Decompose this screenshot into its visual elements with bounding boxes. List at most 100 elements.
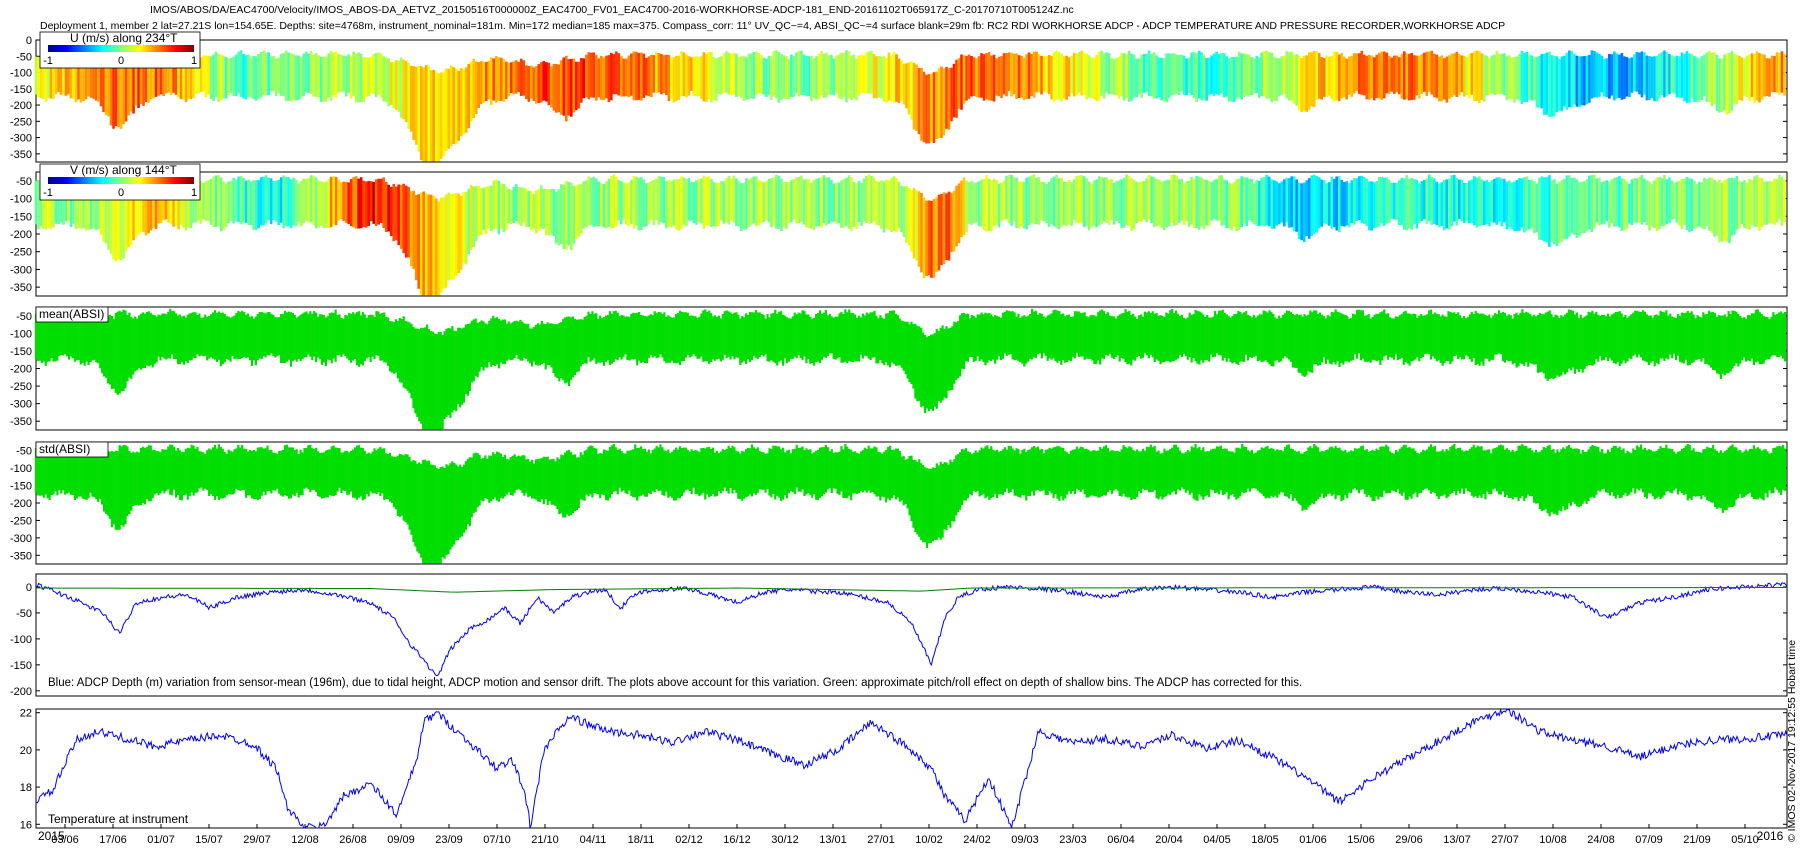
- panel-5: 0 -50 -100 -150 -200 Blue: ADCP Depth (m) var…: [10, 573, 1788, 698]
- y-tick-label: -50: [16, 51, 32, 63]
- x-tick-label: 21/09: [1683, 834, 1711, 846]
- year-end-label: 2016: [1757, 829, 1784, 843]
- file-path-title: IMOS/ABOS/DA/EAC4700/Velocity/IMOS_ABOS-…: [150, 4, 1074, 16]
- y-tick-label: -100: [10, 634, 32, 646]
- x-tick-label: 12/08: [291, 834, 319, 846]
- y-tick-label: -200: [10, 498, 32, 510]
- y-tick-label: -250: [10, 381, 32, 393]
- x-tick-label: 07/10: [483, 834, 511, 846]
- panel-title: mean(ABSI): [39, 307, 104, 321]
- y-tick-label: -150: [10, 84, 32, 96]
- colorbar-tick-label: 0: [118, 187, 124, 199]
- deployment-info: Deployment 1, member 2 lat=27.21S lon=15…: [40, 20, 1506, 32]
- colorbar-tick-label: 1: [191, 187, 197, 199]
- y-tick-label: 20: [20, 745, 32, 757]
- time-axis: 03/06 17/06 01/07 15/07 29/07 12/08 26/08 09/09…: [38, 824, 1784, 846]
- plot-frame: [35, 708, 1788, 829]
- x-tick-label: 23/03: [1059, 834, 1087, 846]
- x-tick-label: 05/10: [1731, 834, 1759, 846]
- y-tick-label: -200: [10, 364, 32, 376]
- depth-annotation: Blue: ADCP Depth (m) variation from sens…: [48, 677, 1302, 689]
- x-tick-label: 27/07: [1491, 834, 1519, 846]
- y-tick-label: -100: [10, 463, 32, 475]
- panel-4: -50 -100 -150 -200 -250 -300 -350 std(ABSI): [10, 441, 1788, 565]
- x-tick-label: 24/08: [1587, 834, 1615, 846]
- y-tick-label: -250: [10, 116, 32, 128]
- y-tick-label: -200: [10, 229, 32, 241]
- panel-title: Temperature at instrument: [48, 812, 189, 826]
- panel-1: 0 -50 -100 -150 -200 -250 -300 -350 U (m/s) alon…: [10, 31, 1788, 163]
- x-tick-label: 04/11: [580, 834, 607, 846]
- y-tick-label: -100: [10, 68, 32, 80]
- colorbar-tick-label: -1: [43, 187, 53, 199]
- blue-series-line: [35, 707, 1788, 829]
- y-tick-label: -50: [16, 311, 32, 323]
- x-tick-label: 13/07: [1443, 834, 1471, 846]
- y-tick-label: -100: [10, 328, 32, 340]
- y-tick-label: -150: [10, 211, 32, 223]
- x-tick-label: 23/09: [435, 834, 463, 846]
- x-tick-label: 30/12: [771, 834, 799, 846]
- x-tick-label: 16/12: [723, 834, 751, 846]
- y-tick-label: -100: [10, 194, 32, 206]
- panel-title: std(ABSI): [39, 442, 90, 456]
- x-tick-label: 04/05: [1203, 834, 1231, 846]
- panel-title-box: [35, 306, 109, 323]
- x-tick-label: 09/03: [1011, 834, 1039, 846]
- x-tick-label: 15/07: [195, 834, 223, 846]
- x-tick-label: 15/06: [1347, 834, 1375, 846]
- x-tick-label: 07/09: [1635, 834, 1663, 846]
- colorbar-tick-label: 0: [118, 55, 124, 67]
- y-tick-label: 0: [26, 35, 32, 47]
- y-tick-label: -200: [10, 686, 32, 698]
- panel-title: V (m/s) along 144°T: [70, 163, 178, 177]
- x-tick-label: 27/01: [867, 834, 895, 846]
- colorbar: [48, 45, 194, 52]
- y-tick-label: -50: [16, 608, 32, 620]
- y-tick-label: -300: [10, 133, 32, 145]
- x-tick-label: 10/02: [915, 834, 943, 846]
- x-tick-label: 24/02: [963, 834, 991, 846]
- x-tick-label: 18/05: [1251, 834, 1279, 846]
- panel-title: U (m/s) along 234°T: [70, 31, 178, 45]
- y-tick-label: 18: [20, 782, 32, 794]
- colorbar-tick-label: -1: [43, 55, 53, 67]
- y-tick-label: -350: [10, 282, 32, 294]
- x-tick-label: 06/04: [1107, 834, 1135, 846]
- year-start-label: 2015: [38, 829, 65, 843]
- x-tick-label: 03/06: [51, 834, 79, 846]
- y-tick-label: 0: [26, 582, 32, 594]
- x-tick-label: 29/06: [1395, 834, 1423, 846]
- y-tick-label: -150: [10, 346, 32, 358]
- y-tick-label: -250: [10, 247, 32, 259]
- x-tick-label: 01/06: [1299, 834, 1327, 846]
- y-tick-label: -350: [10, 416, 32, 428]
- x-tick-label: 09/09: [387, 834, 415, 846]
- y-tick-label: -50: [16, 446, 32, 458]
- green-series-line: [36, 587, 1787, 593]
- y-tick-label: -350: [10, 149, 32, 161]
- timestamp-stamp: © IMOS 02-Nov-2017 19:12:55 Hobart time: [1786, 639, 1798, 842]
- y-tick-label: -300: [10, 264, 32, 276]
- x-tick-label: 17/06: [99, 834, 127, 846]
- y-tick-label: -300: [10, 533, 32, 545]
- y-tick-label: 16: [20, 819, 32, 831]
- y-tick-label: -300: [10, 399, 32, 411]
- x-tick-label: 02/12: [675, 834, 703, 846]
- x-tick-label: 20/04: [1155, 834, 1183, 846]
- x-tick-label: 29/07: [243, 834, 271, 846]
- y-tick-label: 22: [20, 708, 32, 720]
- colorbar-tick-label: 1: [191, 55, 197, 67]
- x-tick-label: 26/08: [339, 834, 367, 846]
- panel-6: 22 20 18 16 Temperature at instrument: [20, 707, 1788, 831]
- y-tick-label: -200: [10, 100, 32, 112]
- y-tick-label: -50: [16, 176, 32, 188]
- x-tick-label: 10/08: [1539, 834, 1567, 846]
- panel-title-box: [35, 441, 109, 458]
- panel-2: -50 -100 -150 -200 -250 -300 -350 V (m/s) along…: [10, 163, 1788, 297]
- panel-3: -50 -100 -150 -200 -250 -300 -350 mean(ABSI): [10, 306, 1788, 431]
- x-tick-label: 13/01: [819, 834, 847, 846]
- x-tick-label: 18/11: [628, 834, 655, 846]
- y-tick-label: -150: [10, 660, 32, 672]
